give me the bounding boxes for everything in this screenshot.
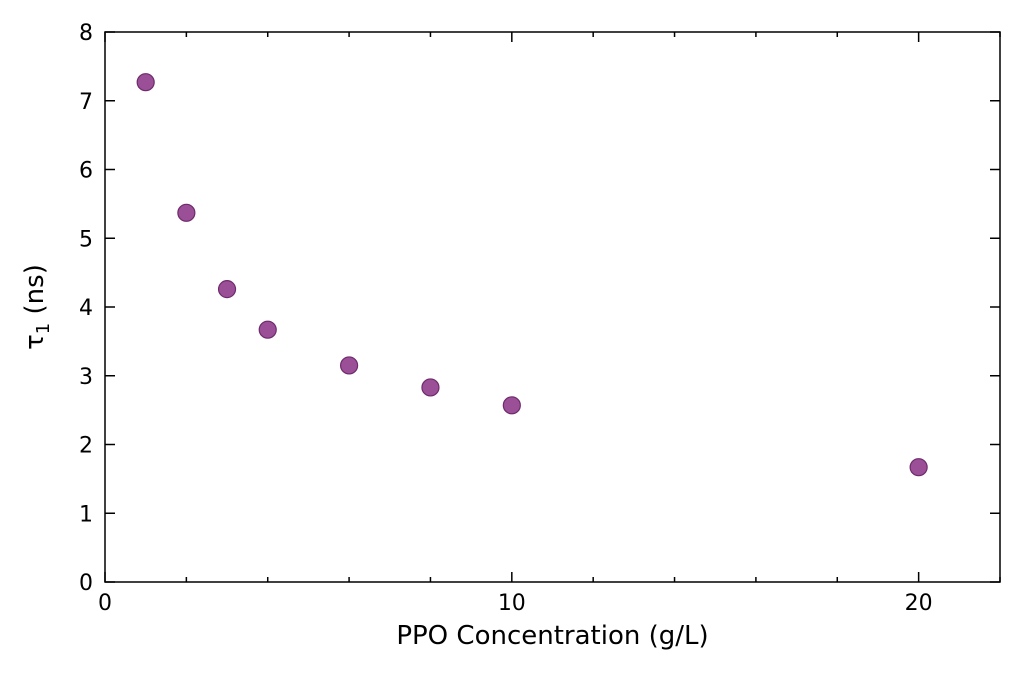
y-tick-label: 5 — [79, 227, 93, 252]
scatter-chart: 0 10 20 0 1 2 3 4 5 6 7 8 PPO Concentration (g/L) τ1 … — [0, 0, 1024, 682]
y-tick-label: 4 — [79, 296, 93, 321]
data-point — [219, 281, 236, 298]
plot-border — [105, 32, 1000, 582]
y-tick-label: 2 — [79, 434, 93, 459]
x-tick-label: 0 — [98, 591, 112, 616]
y-axis-label: τ1 (ns) — [20, 264, 54, 350]
y-tick-label: 6 — [79, 159, 93, 184]
data-point — [178, 204, 195, 221]
data-point — [259, 321, 276, 338]
y-tick-label: 0 — [79, 571, 93, 596]
y-tick-label: 8 — [79, 21, 93, 46]
data-point — [341, 357, 358, 374]
x-tick-label: 10 — [498, 591, 526, 616]
data-point — [503, 397, 520, 414]
y-tick-label: 3 — [79, 365, 93, 390]
x-axis-label: PPO Concentration (g/L) — [396, 621, 708, 651]
y-tick-label: 1 — [79, 502, 93, 527]
chart-svg: 0 10 20 0 1 2 3 4 5 6 7 8 PPO Concentration (g/L) τ1 … — [0, 0, 1024, 682]
data-point — [422, 379, 439, 396]
y-tick-label: 7 — [79, 90, 93, 115]
data-point — [910, 459, 927, 476]
x-tick-label: 20 — [905, 591, 933, 616]
data-point — [137, 74, 154, 91]
